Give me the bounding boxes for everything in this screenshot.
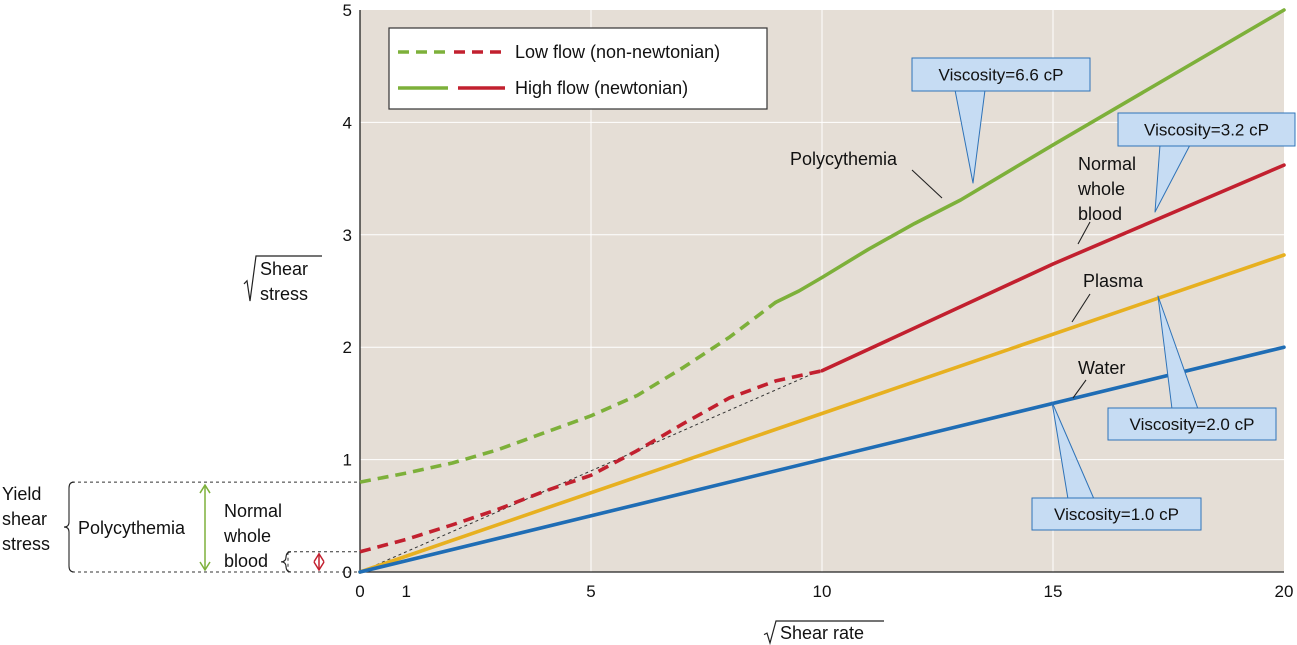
y-tick-label: 4 <box>343 113 352 132</box>
x-tick-label: 5 <box>586 582 595 601</box>
y-tick-label: 0 <box>343 563 352 582</box>
series-label-normal-whole-blood: Normal <box>1078 154 1136 174</box>
series-lines <box>358 8 1286 574</box>
y-tick-label: 2 <box>343 338 352 357</box>
yield-normal-whole-blood-label: blood <box>224 551 268 571</box>
arrow-head-up <box>313 552 325 563</box>
y-axis-label: Shear stress <box>243 255 322 304</box>
yield-brace-small <box>280 551 292 573</box>
x-tick-label: 15 <box>1044 582 1063 601</box>
leader-plasma <box>1071 293 1091 323</box>
x-axis-label-text: Shear rate <box>780 623 864 643</box>
yield-shear-stress-title: Yield <box>2 484 41 504</box>
yield-normal-whole-blood-label: whole <box>223 526 271 546</box>
series-high-flow-line-blue <box>358 345 1286 574</box>
callout-text: Viscosity=1.0 cP <box>1054 505 1179 524</box>
legend-entry-high-flow: High flow (newtonian) <box>515 78 688 98</box>
series-high-flow-line-green <box>773 8 1286 305</box>
callout-box <box>911 57 1091 92</box>
series-label-normal-whole-blood: blood <box>1078 204 1122 224</box>
series-high-flow-line-yellow <box>358 253 1286 574</box>
y-axis-label-line: Shear <box>260 259 308 279</box>
leader-normal-whole-blood <box>1077 221 1091 245</box>
yield-polycythemia-label: Polycythemia <box>78 518 186 538</box>
legend: Low flow (non-newtonian) High flow (newto… <box>388 27 768 110</box>
viscosity-callout: Viscosity=1.0 cP <box>1031 401 1202 531</box>
axes <box>359 10 1284 573</box>
callout-box <box>1107 407 1277 441</box>
series-label-normal-whole-blood: whole <box>1077 179 1125 199</box>
leader-water <box>1072 379 1087 399</box>
y-axis-label-line: stress <box>260 284 308 304</box>
viscosity-callouts: Viscosity=6.6 cP Viscosity=3.2 cP Viscosit… <box>911 57 1296 531</box>
legend-entry-low-flow: Low flow (non-newtonian) <box>515 42 720 62</box>
x-tick-label: 10 <box>813 582 832 601</box>
callout-text: Viscosity=3.2 cP <box>1144 121 1269 140</box>
x-tick-label: 20 <box>1275 582 1294 601</box>
y-axis-radical-sign <box>243 255 322 302</box>
callout-text: Viscosity=6.6 cP <box>939 66 1064 85</box>
x-tick-label: 1 <box>401 582 410 601</box>
yield-shear-stress-title: stress <box>2 534 50 554</box>
yield-brace-large <box>63 481 75 573</box>
yield-shear-stress-annotation: Yield shear stress Polycythemia Normal whole b… <box>2 481 360 573</box>
series-label-water: Water <box>1078 358 1125 378</box>
normal-blood-yield-arrow <box>313 552 325 572</box>
legend-box <box>388 27 768 110</box>
arrow-head-down <box>199 561 211 572</box>
yield-normal-whole-blood-label: Normal <box>224 501 282 521</box>
x-tick-label: 0 <box>355 582 364 601</box>
x-axis-radical-sign <box>763 620 884 645</box>
callout-box <box>1031 497 1202 531</box>
yield-normal-dashed-guide <box>287 551 360 572</box>
arrow-head-up <box>199 483 211 494</box>
series-label-polycythemia: Polycythemia <box>790 149 898 169</box>
series-label-plasma: Plasma <box>1083 271 1144 291</box>
leader-polycythemia <box>911 169 943 199</box>
polycythemia-yield-arrow <box>199 483 211 572</box>
callout-text: Viscosity=2.0 cP <box>1130 415 1255 434</box>
reference-dashed-line <box>359 369 823 573</box>
viscosity-callout: Viscosity=6.6 cP <box>911 57 1091 184</box>
viscosity-callout: Viscosity=3.2 cP <box>1117 112 1296 213</box>
viscosity-callout: Viscosity=2.0 cP <box>1107 295 1277 441</box>
series-low-flow-line-green <box>359 300 777 484</box>
y-tick-label: 5 <box>343 1 352 20</box>
y-tick-label: 1 <box>343 451 352 470</box>
y-tick-label: 3 <box>343 226 352 245</box>
series-labels: Polycythemia Normal whole blood Plasma Water <box>790 149 1144 399</box>
series-high-flow-line-red <box>820 163 1286 373</box>
series-low-flow-line-red <box>359 369 823 554</box>
arrow-head-down <box>313 561 325 572</box>
yield-shear-stress-title: shear <box>2 509 47 529</box>
x-axis-label: Shear rate <box>763 620 884 645</box>
callout-box <box>1117 112 1296 147</box>
